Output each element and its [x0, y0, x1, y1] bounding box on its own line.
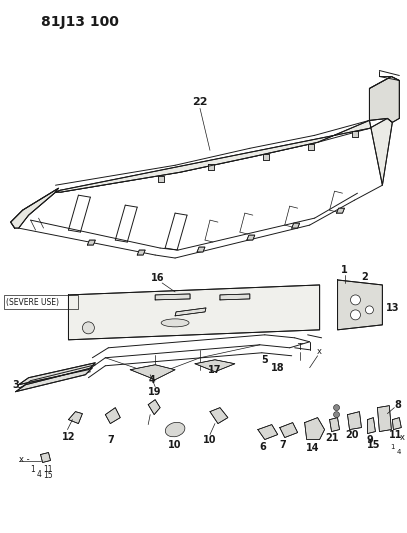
- Polygon shape: [280, 423, 298, 438]
- Text: 15: 15: [367, 440, 380, 449]
- Polygon shape: [247, 235, 255, 240]
- Text: x: x: [317, 348, 322, 356]
- Circle shape: [365, 306, 373, 314]
- Text: 17: 17: [208, 365, 222, 375]
- Circle shape: [82, 322, 94, 334]
- Polygon shape: [220, 294, 250, 300]
- Polygon shape: [377, 406, 392, 432]
- Text: (SEVERE USE): (SEVERE USE): [6, 298, 59, 307]
- Text: 22: 22: [192, 98, 208, 108]
- Polygon shape: [148, 400, 160, 415]
- Polygon shape: [370, 77, 399, 123]
- Text: 2: 2: [361, 272, 368, 282]
- Text: 12: 12: [62, 432, 75, 441]
- Polygon shape: [158, 176, 164, 182]
- Polygon shape: [337, 280, 383, 330]
- Text: 16: 16: [151, 273, 165, 283]
- Text: 18: 18: [271, 363, 284, 373]
- Text: 13: 13: [385, 303, 399, 313]
- Polygon shape: [330, 417, 339, 432]
- Polygon shape: [175, 308, 206, 316]
- Polygon shape: [368, 417, 375, 433]
- Polygon shape: [352, 131, 359, 138]
- Text: 5: 5: [261, 355, 268, 365]
- Text: 21: 21: [325, 433, 338, 442]
- Polygon shape: [305, 417, 325, 440]
- Ellipse shape: [165, 422, 185, 437]
- Polygon shape: [258, 425, 278, 440]
- Polygon shape: [15, 368, 92, 392]
- Polygon shape: [155, 294, 190, 300]
- Circle shape: [350, 295, 361, 305]
- Text: 8: 8: [394, 400, 401, 410]
- Text: x: x: [400, 433, 405, 442]
- Polygon shape: [137, 250, 145, 255]
- Polygon shape: [68, 411, 82, 424]
- Polygon shape: [197, 247, 205, 252]
- Text: 4: 4: [397, 448, 402, 455]
- Text: T: T: [297, 343, 302, 352]
- Polygon shape: [68, 285, 319, 340]
- Polygon shape: [19, 363, 95, 385]
- Text: 1: 1: [341, 265, 348, 275]
- Text: 3: 3: [13, 379, 20, 390]
- Text: 9: 9: [366, 434, 373, 445]
- Polygon shape: [210, 408, 228, 424]
- Text: 15: 15: [43, 471, 53, 480]
- Polygon shape: [130, 365, 175, 379]
- Polygon shape: [292, 223, 300, 228]
- Bar: [4, 295, 79, 309]
- Ellipse shape: [161, 319, 189, 327]
- Polygon shape: [208, 164, 214, 170]
- Polygon shape: [337, 208, 344, 213]
- Circle shape: [334, 411, 339, 417]
- Text: 10: 10: [168, 440, 182, 449]
- Circle shape: [334, 405, 339, 410]
- Text: 1: 1: [30, 465, 35, 474]
- Text: 11: 11: [43, 465, 52, 474]
- Text: 11: 11: [389, 430, 402, 440]
- Polygon shape: [11, 188, 59, 228]
- Polygon shape: [348, 411, 361, 430]
- Text: 4: 4: [149, 375, 155, 385]
- Polygon shape: [105, 408, 120, 424]
- Polygon shape: [41, 453, 50, 463]
- Polygon shape: [55, 118, 392, 192]
- Text: x -: x -: [19, 455, 29, 464]
- Text: 6: 6: [259, 441, 266, 451]
- Text: 10: 10: [203, 434, 217, 445]
- Text: 7: 7: [279, 440, 286, 449]
- Polygon shape: [308, 144, 314, 150]
- Text: 7: 7: [107, 434, 114, 445]
- Text: 14: 14: [306, 442, 319, 453]
- Text: 81J13 100: 81J13 100: [41, 15, 118, 29]
- Polygon shape: [195, 360, 235, 372]
- Polygon shape: [392, 417, 401, 430]
- Text: 19: 19: [149, 386, 162, 397]
- Polygon shape: [263, 154, 269, 160]
- Text: 1: 1: [390, 443, 395, 449]
- Circle shape: [350, 310, 361, 320]
- Text: 4: 4: [36, 470, 41, 479]
- Polygon shape: [88, 240, 95, 245]
- Text: 20: 20: [346, 430, 359, 440]
